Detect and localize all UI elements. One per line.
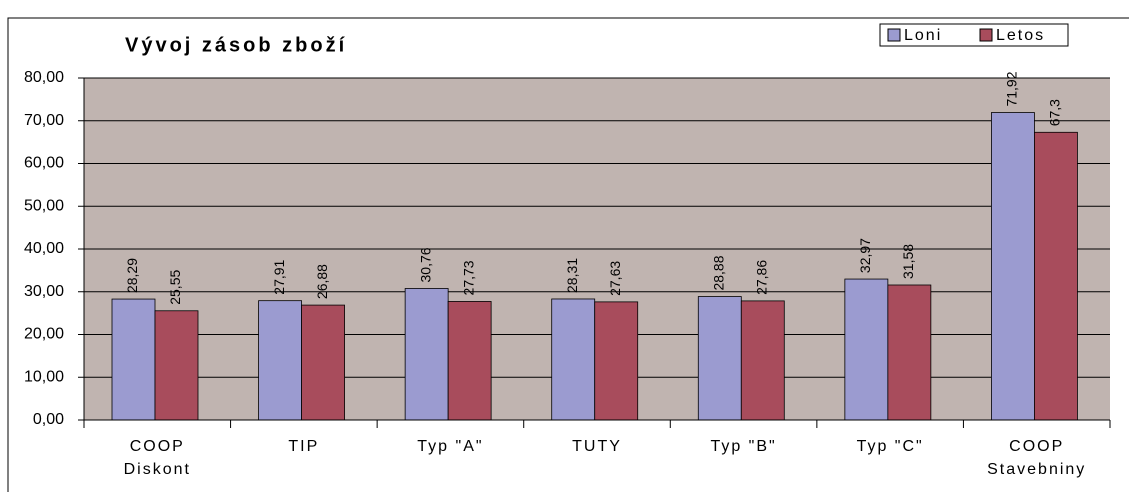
y-tick-label: 80,00: [24, 69, 64, 86]
bar: [594, 301, 639, 421]
bar: [697, 296, 742, 421]
value-label: 27,86: [753, 260, 769, 295]
legend-box: [879, 23, 1069, 47]
x-tick-label: TIP: [288, 438, 319, 455]
x-tick-label: Diskont: [124, 461, 191, 478]
bar: [740, 300, 785, 421]
x-tick-label: Stavebniny: [987, 461, 1086, 478]
chart-title: Vývoj zásob zboží: [125, 34, 347, 56]
bar: [1034, 131, 1078, 421]
value-label: 27,63: [607, 261, 623, 296]
y-tick-label: 30,00: [24, 283, 64, 300]
x-tick-label: TUTY: [572, 438, 622, 455]
value-label: 28,29: [124, 258, 140, 293]
legend-swatch: [887, 28, 901, 42]
value-label: 27,91: [271, 259, 287, 294]
value-label: 26,88: [314, 264, 330, 299]
x-tick-label: COOP: [1009, 438, 1064, 455]
x-tick-label: Typ "A": [417, 438, 483, 455]
value-label: 31,58: [900, 244, 916, 279]
x-tick-label: Typ "C": [857, 438, 924, 455]
bar: [447, 301, 492, 421]
bar: [404, 288, 449, 421]
bar: [154, 310, 199, 421]
value-label: 27,73: [460, 260, 476, 295]
y-tick-label: 0,00: [33, 411, 64, 428]
y-tick-label: 40,00: [24, 240, 64, 257]
x-tick-label: Typ "B": [710, 438, 776, 455]
bar: [301, 304, 345, 421]
y-tick-label: 60,00: [24, 155, 64, 172]
value-label: 32,97: [857, 238, 873, 273]
y-tick-label: 70,00: [24, 112, 64, 129]
value-label: 30,76: [417, 247, 433, 282]
y-tick-label: 50,00: [24, 197, 64, 214]
bar: [991, 112, 1035, 421]
y-tick-label: 10,00: [24, 368, 64, 385]
value-label: 71,92: [1004, 71, 1020, 106]
legend-swatch: [979, 28, 993, 42]
bar: [551, 298, 596, 421]
y-tick-label: 20,00: [24, 326, 64, 343]
value-label: 25,55: [167, 270, 183, 305]
legend-label: Letos: [996, 27, 1045, 44]
bar: [111, 298, 156, 421]
bar: [844, 278, 889, 421]
value-label: 28,88: [710, 255, 726, 290]
bar: [258, 300, 302, 421]
legend-label: Loni: [904, 27, 942, 44]
value-label: 28,31: [564, 258, 580, 293]
bar: [887, 284, 932, 421]
value-label: 67,3: [1047, 99, 1063, 126]
x-tick-label: COOP: [130, 438, 185, 455]
